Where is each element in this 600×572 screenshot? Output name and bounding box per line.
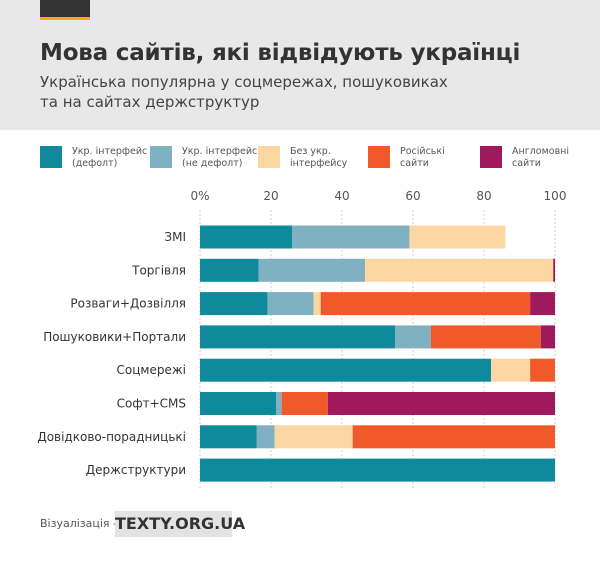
bar-segment (409, 225, 506, 249)
legend-label: Без укр. інтерфейсу (290, 146, 390, 170)
category-label: Довідково-порадницькі (37, 430, 186, 444)
legend-label-line: Англомовні (512, 146, 570, 157)
category-label: Софт+CMS (117, 397, 186, 411)
legend-swatch (150, 146, 172, 168)
brand-accent (40, 17, 90, 20)
bar-segment (395, 325, 431, 349)
bar-segment (313, 292, 321, 316)
bar-segment (292, 225, 410, 249)
bar-segment (430, 325, 541, 349)
legend: Укр. інтерфейс (дефолт) Укр. інтерфейс (… (0, 140, 600, 180)
x-tick-label: 100 (544, 189, 567, 203)
bar-segment (200, 425, 257, 449)
x-tick-label: 60 (405, 189, 420, 203)
bar-segment (200, 258, 259, 282)
bar-segment (540, 325, 555, 349)
bar-segment (200, 225, 293, 249)
x-tick-label: 0% (190, 189, 209, 203)
page-subtitle: Українська популярна у соцмережах, пошук… (40, 72, 460, 112)
texty-logo[interactable]: TEXTY.ORG.UA (115, 511, 245, 537)
header: Мова сайтів, які відвідують українці Укр… (0, 0, 600, 130)
bar-segment (553, 258, 555, 282)
bar-segment (530, 292, 555, 316)
legend-label-line: Без укр. (290, 146, 331, 157)
legend-swatch (480, 146, 502, 168)
bar-segment (281, 392, 328, 415)
legend-label-line: сайти (400, 158, 429, 169)
category-label: Розваги+Дозвілля (70, 297, 186, 311)
bar-segment (320, 292, 531, 316)
legend-label-line: Російські (400, 146, 445, 157)
legend-label-line: (не дефолт) (182, 158, 243, 169)
x-tick-label: 80 (476, 189, 491, 203)
category-label: Торгівля (131, 263, 186, 277)
legend-label: Російські сайти (400, 146, 500, 170)
subtitle-line-1: Українська популярна у соцмережах, пошук… (40, 73, 448, 91)
stacked-bar-chart: 0% 20 40 60 80 100 ЗМІ Торгівля Розваги+Дозвілля… (37, 189, 567, 490)
category-label: Держструктури (86, 463, 186, 477)
legend-swatch (368, 146, 390, 168)
bar-segment (491, 358, 531, 382)
bar-segment (200, 292, 268, 316)
legend-label: Англомовні сайти (512, 146, 600, 170)
category-label: Пошуковики+Портали (43, 330, 186, 344)
legend-label-line: Укр. інтерфейс (182, 146, 258, 157)
bar-segment (276, 392, 282, 415)
bar-segment (200, 392, 277, 415)
bar-segment (256, 425, 275, 449)
x-tick-label: 40 (334, 189, 349, 203)
legend-label-line: інтерфейсу (290, 158, 348, 169)
bar-segment (365, 258, 554, 282)
legend-label-line: сайти (512, 158, 541, 169)
bar-segment (530, 358, 555, 382)
legend-label-line: Укр. інтерфейс (72, 146, 148, 157)
brand-bar (40, 0, 90, 20)
legend-label: Укр. інтерфейс (дефолт) (72, 146, 172, 170)
bar-segment (200, 358, 492, 382)
legend-swatch (40, 146, 62, 168)
bar-segment (267, 292, 314, 316)
category-label: Соцмережі (117, 363, 186, 377)
page-title: Мова сайтів, які відвідують українці (40, 40, 521, 66)
bar-segment (200, 325, 396, 349)
bar-segment (352, 425, 555, 449)
legend-label: Укр. інтерфейс (не дефолт) (182, 146, 282, 170)
bar-segment (327, 392, 555, 415)
bar-segment (274, 425, 353, 449)
bar-segment (200, 458, 555, 482)
subtitle-line-2: та на сайтах держструктур (40, 93, 260, 111)
x-tick-label: 20 (263, 189, 278, 203)
legend-swatch (258, 146, 280, 168)
bar-segment (258, 258, 366, 282)
category-label: ЗМІ (164, 230, 186, 244)
footer-label: Візуалізація – (40, 517, 119, 530)
legend-label-line: (дефолт) (72, 158, 118, 169)
